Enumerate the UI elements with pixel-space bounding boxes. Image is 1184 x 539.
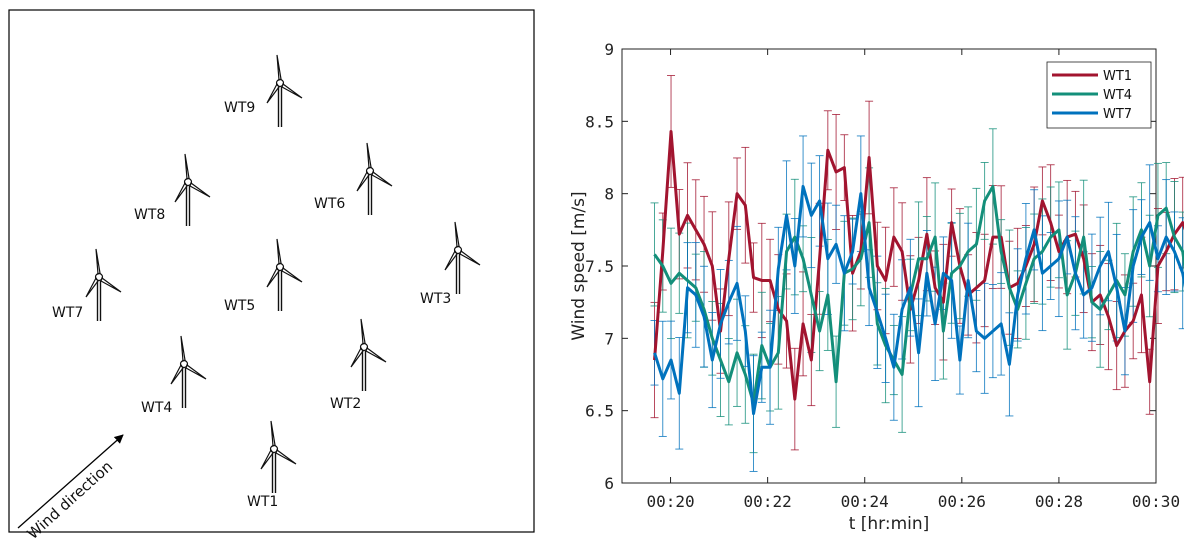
turbine-label-wt5: WT5 [224,298,255,314]
y-tick-label: 6 [604,474,614,493]
turbine-wt1: WT1 [247,420,297,510]
turbine-wt4: WT4 [141,335,207,416]
turbine-label-wt6: WT6 [314,196,345,212]
y-tick-label: 9 [604,40,614,59]
legend-label: WT7 [1103,107,1132,122]
turbine-label-wt8: WT8 [134,207,165,223]
turbine-label-wt3: WT3 [420,291,451,307]
turbine-wt8: WT8 [134,153,211,227]
turbine-label-wt1: WT1 [247,494,278,510]
turbine-wt3: WT3 [420,221,481,307]
wind-direction-arrow [17,434,124,529]
legend: WT1 WT4 WT7 [1046,61,1152,129]
legend-label: WT4 [1103,88,1132,103]
turbine-wt2: WT2 [330,318,387,412]
turbine-wt7: WT7 [52,248,122,322]
x-tick-label: 00:26 [938,492,986,511]
turbine-label-wt7: WT7 [52,305,83,321]
layout-panel: Wind direction WT9 WT8 WT6 WT7 WT5 WT3 [8,9,535,539]
y-tick-label: 8.5 [585,112,614,131]
turbine-label-wt9: WT9 [224,100,255,116]
x-axis-label: t [hr:min] [849,514,930,534]
wind-speed-chart: 00:20 00:22 00:24 00:26 00:28 00:30 6 6.5 7 7.5 8… [569,40,1184,534]
series-lines [653,129,1184,416]
y-tick-label: 7 [604,329,614,348]
x-tick-label: 00:24 [841,492,889,511]
legend-label: WT1 [1103,69,1132,84]
y-axis-ticks: 6 6.5 7 7.5 8 8.5 9 [585,40,1156,493]
turbine-wt5: WT5 [224,238,303,314]
turbine-label-wt4: WT4 [141,400,172,416]
x-tick-label: 00:22 [744,492,792,511]
turbine-wt9: WT9 [224,54,303,128]
x-axis-ticks: 00:20 00:22 00:24 00:26 00:28 00:30 [646,49,1180,511]
y-axis-label: Wind speed [m/s] [569,191,589,340]
turbine-wt6: WT6 [314,142,393,216]
y-tick-label: 6.5 [585,402,614,421]
x-tick-label: 00:28 [1035,492,1083,511]
layout-frame [8,9,535,533]
y-tick-label: 8 [604,185,614,204]
y-tick-label: 7.5 [585,257,614,276]
x-tick-label: 00:30 [1132,492,1180,511]
series-line-wt1 [653,129,1184,401]
x-tick-label: 00:20 [646,492,694,511]
turbine-label-wt2: WT2 [330,396,361,412]
series-line-wt7 [653,184,1184,416]
